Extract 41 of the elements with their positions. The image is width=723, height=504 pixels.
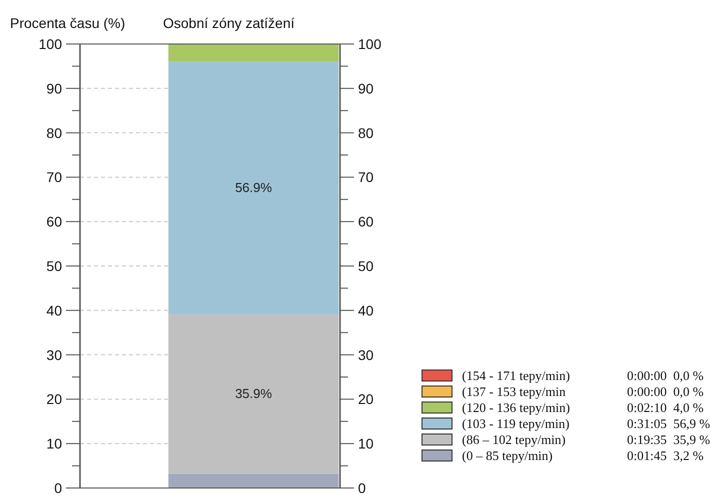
text: 0:00:00 0,0 % bbox=[627, 368, 704, 383]
data-label: 35.9% bbox=[235, 386, 272, 402]
y-tick-label: 90 bbox=[46, 80, 62, 96]
y-tick-label: 70 bbox=[46, 169, 62, 186]
y-tick-label: 10 bbox=[46, 436, 62, 452]
legend-label: (137 - 153 tepy/min bbox=[462, 384, 566, 399]
y2-tick-label: 70 bbox=[358, 169, 374, 186]
y2-tick-label: 100 bbox=[358, 36, 382, 52]
y-tick-label: 80 bbox=[46, 124, 62, 141]
legend-label: (103 - 119 tepy/min) bbox=[462, 416, 570, 431]
data-label: 56.9% bbox=[235, 180, 272, 196]
y2-tick-label: 10 bbox=[358, 436, 374, 452]
bar bbox=[168, 44, 339, 62]
y-tick-label: 30 bbox=[46, 346, 62, 363]
text: 0:19:35 35,9 % bbox=[627, 432, 710, 447]
y2-tick-label: 80 bbox=[358, 124, 374, 141]
bar bbox=[168, 62, 339, 314]
y2-tick-label: 20 bbox=[358, 391, 374, 408]
y-tick-label: 40 bbox=[46, 302, 62, 318]
legend-label: (86 – 102 tepy/min) bbox=[462, 432, 566, 447]
legend-label: (154 - 171 tepy/min) bbox=[462, 368, 570, 383]
text: 0:00:00 0,0 % bbox=[627, 384, 704, 399]
legend-label: (120 - 136 tepy/min) bbox=[462, 400, 570, 415]
y2-tick-label: 90 bbox=[358, 80, 374, 96]
y-axis-title: Procenta času (%) bbox=[10, 15, 126, 31]
legend-label: (0 – 85 tepy/min) bbox=[462, 448, 553, 463]
text: 0:01:45 3,2 % bbox=[627, 448, 704, 463]
text: 0:02:10 4,0 % bbox=[627, 400, 704, 415]
y-tick-label: 60 bbox=[46, 214, 62, 230]
y2-tick-label: 30 bbox=[358, 346, 374, 363]
y2-tick-label: 0 bbox=[358, 480, 366, 496]
y2-tick-label: 40 bbox=[358, 302, 374, 318]
y-tick-label: 50 bbox=[46, 258, 62, 274]
y-tick-label: 20 bbox=[46, 391, 62, 408]
chart-title: Osobní zóny zatížení bbox=[163, 15, 295, 31]
text: 0:31:05 56,9 % bbox=[627, 416, 710, 431]
y2-tick-label: 50 bbox=[358, 258, 374, 274]
y-tick-label: 100 bbox=[38, 36, 62, 52]
y-tick-label: 0 bbox=[54, 480, 62, 496]
y2-tick-label: 60 bbox=[358, 214, 374, 230]
bar bbox=[168, 474, 339, 488]
